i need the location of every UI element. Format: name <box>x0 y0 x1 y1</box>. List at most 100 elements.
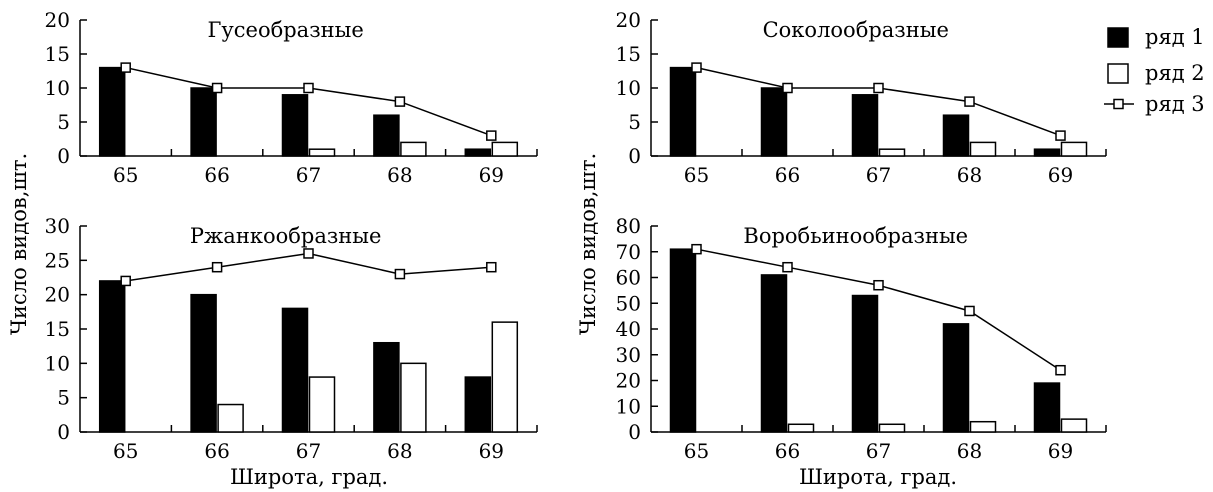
y-tick-label: 30 <box>616 343 641 367</box>
y-tick-label: 0 <box>628 144 641 168</box>
bar-row2 <box>787 423 815 433</box>
marker-row3 <box>964 305 975 317</box>
x-tick-label: 67 <box>866 439 891 463</box>
x-tick-label: 65 <box>113 163 138 187</box>
legend-swatch-filled <box>1107 27 1129 48</box>
chart-title: Воробьинообразные <box>743 224 968 248</box>
line-row3 <box>696 248 1061 371</box>
marker-row3 <box>964 96 975 107</box>
x-tick-label: 66 <box>204 439 229 463</box>
marker-row3 <box>691 62 702 73</box>
y-tick-label: 15 <box>616 42 641 66</box>
y-tick-label: 25 <box>45 248 70 272</box>
x-tick-label: 67 <box>866 163 891 187</box>
y-tick-label: 20 <box>45 8 70 32</box>
y-tick-label: 5 <box>628 110 641 134</box>
x-tick-label: 69 <box>479 163 504 187</box>
bar-row2 <box>217 403 244 433</box>
x-axis-label-right: Широта, град. <box>799 465 957 489</box>
y-tick-label: 20 <box>45 283 70 307</box>
marker-row3 <box>691 243 702 255</box>
bar-row1 <box>669 66 697 157</box>
chart-panels: 0 5 10 15 20 65 66 67 68 69 Гусеобразные 0 5 10 15 20 65… <box>45 8 1107 463</box>
y-tick-label: 0 <box>628 420 641 444</box>
y-tick-label: 50 <box>616 291 641 315</box>
x-tick-label: 65 <box>684 163 709 187</box>
bar-row1 <box>942 114 970 157</box>
bar-row1 <box>464 376 492 433</box>
y-tick-label: 80 <box>616 214 641 238</box>
marker-row3 <box>211 82 223 94</box>
bar-row1 <box>760 274 788 433</box>
bar-row2 <box>491 141 519 157</box>
y-tick-label: 15 <box>45 42 70 66</box>
marker-row3 <box>120 275 131 287</box>
x-tick-label: 66 <box>204 163 229 187</box>
marker-row3 <box>873 82 884 94</box>
marker-row3 <box>1055 364 1066 376</box>
y-tick-label: 20 <box>616 8 641 32</box>
legend-label-2: ряд 2 <box>1145 61 1205 85</box>
bar-row1 <box>98 280 126 433</box>
legend-line-marker <box>1113 98 1124 110</box>
marker-row3 <box>120 62 131 73</box>
bar-row1 <box>851 294 879 433</box>
y-axis-label-right: Число видов,шт. <box>576 153 600 335</box>
chart-title: Гусеобразные <box>208 18 364 42</box>
y-tick-label: 70 <box>616 240 641 264</box>
marker-row3 <box>486 261 497 273</box>
bar-row2 <box>400 141 427 157</box>
x-tick-label: 68 <box>387 439 412 463</box>
y-tick-label: 60 <box>616 266 641 290</box>
line-row3 <box>125 66 492 137</box>
y-axis-label-left: Число видов,шт. <box>7 153 31 335</box>
bar-row2 <box>969 141 997 157</box>
y-tick-label: 15 <box>45 317 70 341</box>
bar-row1 <box>373 341 400 433</box>
bar-row2 <box>1060 141 1088 157</box>
x-tick-label: 67 <box>296 439 321 463</box>
legend-swatch-open <box>1107 63 1129 84</box>
bar-row1 <box>1033 148 1061 157</box>
x-tick-label: 67 <box>296 163 321 187</box>
x-tick-label: 69 <box>479 439 504 463</box>
x-tick-label: 68 <box>387 163 412 187</box>
bar-row2 <box>1060 418 1088 433</box>
bar-row2 <box>878 148 906 157</box>
bar-row1 <box>373 114 400 157</box>
bar-row1 <box>1033 382 1061 433</box>
marker-row3 <box>782 261 793 273</box>
x-tick-label: 69 <box>1048 439 1073 463</box>
chart-title: Ржанкообразные <box>190 224 382 248</box>
bar-row2 <box>400 362 427 433</box>
bar-row1 <box>464 148 492 157</box>
x-tick-label: 68 <box>957 439 982 463</box>
bar-row1 <box>942 323 970 433</box>
bar-row1 <box>851 94 879 157</box>
x-tick-label: 66 <box>775 439 800 463</box>
marker-row3 <box>211 261 223 273</box>
x-tick-label: 65 <box>113 439 138 463</box>
bar-row2 <box>491 321 519 433</box>
panel-1: 0 5 10 15 20 65 66 67 68 69 Гусеобразные <box>45 8 538 187</box>
x-tick-label: 68 <box>957 163 982 187</box>
y-tick-label: 30 <box>45 214 70 238</box>
marker-row3 <box>303 248 314 259</box>
marker-row3 <box>873 279 884 291</box>
bar-row2 <box>878 423 906 433</box>
marker-row3 <box>782 82 793 94</box>
marker-row3 <box>303 82 314 94</box>
bar-row2 <box>969 420 997 433</box>
marker-row3 <box>1055 130 1066 141</box>
y-tick-label: 10 <box>45 76 70 100</box>
bar-row1 <box>760 87 788 157</box>
x-tick-label: 66 <box>775 163 800 187</box>
marker-row3 <box>486 130 497 141</box>
legend-label-1: ряд 1 <box>1145 25 1205 49</box>
legend-label-3: ряд 3 <box>1145 92 1205 116</box>
legend: ряд 1 ряд 2 ряд 3 <box>1104 25 1205 116</box>
bar-row1 <box>190 87 217 157</box>
marker-row3 <box>394 96 406 107</box>
